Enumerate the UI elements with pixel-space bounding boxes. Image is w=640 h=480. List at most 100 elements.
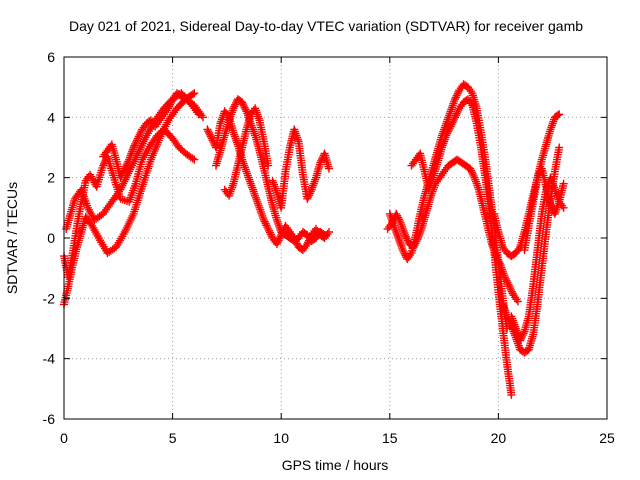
data-point-marker — [123, 159, 132, 168]
data-point-marker — [451, 111, 460, 120]
data-point-marker — [188, 154, 197, 163]
data-point-marker — [394, 213, 403, 222]
data-point-marker — [445, 124, 454, 133]
data-point-marker — [304, 193, 313, 201]
data-point-marker — [273, 238, 282, 247]
data-point — [516, 336, 525, 345]
data-point-marker — [450, 115, 459, 124]
data-point-marker — [517, 334, 525, 343]
y-tick-label: -6 — [43, 411, 56, 427]
y-tick-label: 0 — [47, 230, 55, 246]
data-point — [446, 122, 455, 131]
data-point-marker — [400, 249, 409, 258]
series-track-4 — [99, 89, 199, 182]
series-track-14 — [507, 173, 568, 345]
data-point-marker — [447, 120, 456, 129]
data-point-marker — [547, 202, 556, 211]
data-point — [320, 231, 329, 239]
axis-ticks — [63, 56, 608, 420]
data-point-marker — [274, 236, 283, 245]
data-point — [492, 252, 501, 261]
data-point-marker — [206, 130, 214, 139]
series-track-13 — [498, 143, 564, 357]
data-point — [507, 390, 516, 399]
data-point-marker — [467, 168, 476, 177]
data-point-marker — [395, 217, 404, 226]
data-point — [303, 240, 312, 248]
data-point — [442, 131, 451, 140]
data-point — [555, 143, 564, 152]
x-tick-label: 25 — [599, 430, 615, 446]
data-point — [129, 143, 138, 152]
y-tick-label: 6 — [47, 49, 55, 65]
data-point-marker — [394, 215, 403, 224]
data-point-marker — [206, 132, 215, 141]
data-point — [513, 297, 522, 306]
data-point-marker — [305, 191, 313, 200]
data-point-marker — [506, 284, 515, 293]
series-track-8 — [268, 125, 333, 212]
data-point — [120, 164, 129, 173]
data-point — [238, 98, 247, 107]
data-point-marker — [448, 118, 457, 127]
data-point-marker — [166, 98, 175, 107]
data-point — [325, 228, 333, 236]
data-point — [133, 134, 142, 143]
y-tick-label: 4 — [47, 109, 55, 125]
x-tick-label: 5 — [169, 430, 177, 446]
data-point-marker — [453, 89, 462, 98]
data-point — [546, 200, 555, 209]
data-point — [398, 246, 407, 255]
x-tick-labels: 0 5 10 15 20 25 — [60, 430, 615, 446]
data-point-marker — [117, 171, 126, 180]
x-axis-label: GPS time / hours — [282, 457, 389, 473]
data-point — [303, 194, 312, 203]
data-point — [259, 215, 268, 224]
data-point-marker — [165, 102, 174, 111]
data-point-marker — [504, 280, 513, 289]
data-point-marker — [133, 136, 141, 145]
data-point-marker — [230, 102, 239, 111]
data-point — [264, 161, 273, 170]
data-point — [229, 104, 238, 113]
data-point-marker — [444, 126, 453, 134]
data-point — [505, 282, 514, 291]
data-point — [401, 231, 409, 239]
data-point-marker — [443, 129, 452, 138]
data-point-marker — [131, 139, 140, 148]
data-point-marker — [188, 90, 197, 99]
data-point — [190, 155, 199, 164]
data-point-marker — [119, 168, 128, 177]
series-track-3 — [62, 89, 203, 233]
data-point-marker — [119, 166, 128, 175]
series-track-1 — [60, 125, 199, 282]
data-point-marker — [132, 138, 141, 147]
data-point-marker — [130, 141, 139, 150]
data-point-marker — [517, 332, 526, 341]
y-tick-label: 2 — [47, 170, 55, 186]
data-point — [203, 125, 212, 134]
data-point-marker — [275, 234, 284, 243]
data-point — [199, 113, 207, 122]
data-point-marker — [451, 93, 460, 102]
data-point — [451, 95, 459, 104]
data-point-marker — [205, 129, 214, 137]
data-point-marker — [124, 157, 133, 166]
series-track-11 — [407, 95, 516, 399]
data-point-marker — [503, 278, 512, 287]
data-point-marker — [393, 211, 402, 220]
x-tick-label: 15 — [382, 430, 398, 446]
data-point-marker — [135, 130, 144, 139]
data-point — [316, 158, 325, 167]
data-point — [264, 224, 273, 233]
data-point-marker — [402, 234, 411, 243]
data-point-marker — [261, 219, 270, 228]
series-track-7 — [220, 104, 273, 200]
data-point-marker — [403, 236, 412, 245]
data-point — [559, 179, 568, 188]
data-point-marker — [265, 226, 273, 235]
data-point-marker — [444, 127, 452, 136]
data-point-marker — [118, 170, 127, 178]
data-point — [272, 240, 281, 248]
data-point-marker — [239, 100, 247, 109]
